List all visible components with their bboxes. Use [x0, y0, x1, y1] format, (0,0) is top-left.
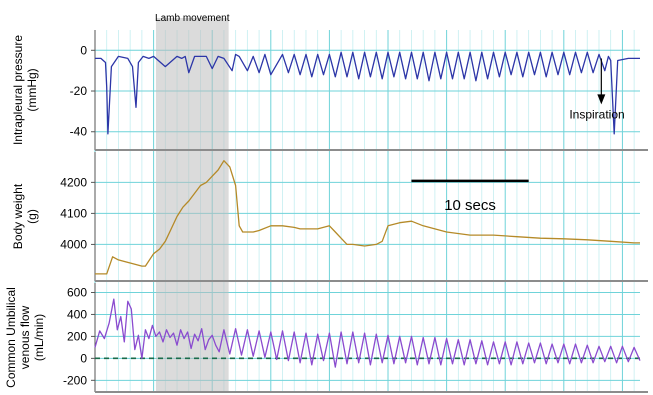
y-axis-label: Common Umbilicalvenous flow(mL/min) [4, 287, 46, 388]
inspiration-label: Inspiration [569, 107, 624, 121]
y-axis-label-line: venous flow [18, 305, 32, 369]
y-tick-label: 200 [67, 329, 87, 343]
data-traces [94, 51, 641, 368]
inspiration-arrow-head [597, 94, 606, 105]
y-tick-label: 400 [67, 307, 87, 321]
y-axis-label-line: (mmHg) [25, 68, 39, 111]
y-axis-label-line: (g) [25, 209, 39, 224]
y-tick-label: 600 [67, 285, 87, 299]
y-axis-label-line: Common Umbilical [4, 287, 18, 388]
y-tick-label: 4100 [60, 206, 87, 220]
y-tick-label: 4200 [60, 175, 87, 189]
series-line-1 [95, 51, 640, 135]
y-tick-label: 0 [80, 43, 87, 57]
axis-labels: 0 -20 -40 Intrapleural pressure(mmHg) 4200 41… [4, 35, 95, 388]
y-tick-label: -20 [70, 84, 88, 98]
lamb-movement-label: Lamb movement [155, 13, 230, 24]
y-axis-label: Body weight(g) [11, 183, 39, 249]
y-axis-label-line: (mL/min) [32, 314, 46, 361]
series-line-3 [94, 298, 641, 368]
y-tick-label: -40 [70, 125, 88, 139]
lamb-movement-shading [155, 18, 229, 392]
y-tick-label: -200 [63, 373, 87, 387]
scale-bar-label: 10 secs [444, 197, 496, 214]
lamb-movement-region [155, 18, 229, 392]
y-axis-label: Intrapleural pressure(mmHg) [11, 35, 39, 145]
y-tick-label: 4000 [60, 237, 87, 251]
y-tick-label: 0 [80, 351, 87, 365]
annotations: Lamb movement Inspiration 10 secs [155, 13, 625, 214]
y-axis-label-line: Intrapleural pressure [11, 35, 25, 145]
panel-frames [94, 30, 648, 393]
series-line-2 [95, 160, 640, 275]
y-axis-label-line: Body weight [11, 183, 25, 249]
